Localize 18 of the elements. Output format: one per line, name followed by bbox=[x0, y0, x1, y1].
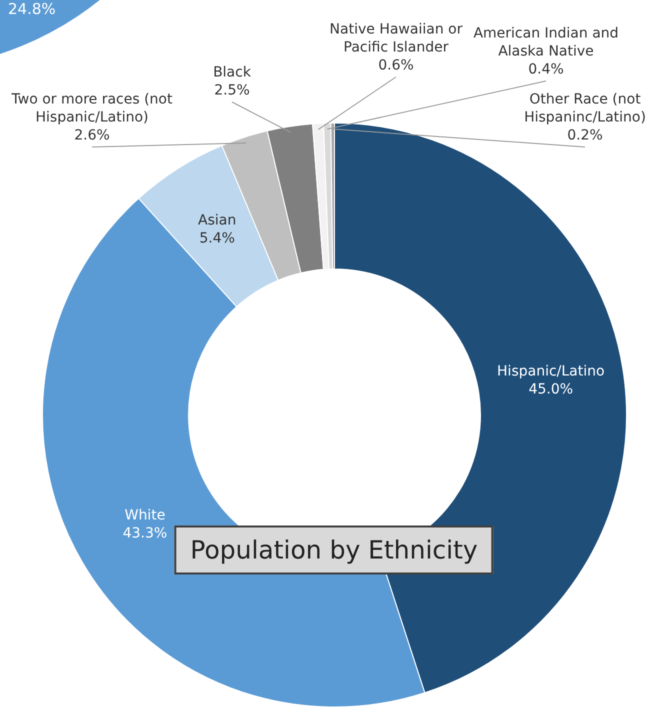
data-label: 43.3% bbox=[122, 525, 168, 542]
slice-label: American Indian and Alaska Native bbox=[473, 26, 619, 60]
data-label: 2.5% bbox=[214, 82, 250, 99]
slice-label: White bbox=[124, 507, 166, 524]
slice-label: Native Hawaiian or Pacific Islander bbox=[330, 22, 463, 56]
data-label: 0.2% bbox=[567, 128, 603, 144]
data-label: 2.6% bbox=[74, 128, 110, 144]
data-label: 0.6% bbox=[378, 58, 414, 74]
data-label: 0.4% bbox=[528, 62, 564, 78]
data-label: 45.0% bbox=[528, 381, 574, 398]
slice-label: Other Race (not Hispaninc/Latino) bbox=[524, 92, 646, 126]
slice-label: Black bbox=[213, 64, 252, 81]
data-label: 5.4% bbox=[199, 230, 235, 247]
text: Population by Ethnicity bbox=[174, 526, 494, 574]
slice-label: Two or more races (not Hispanic/Latino) bbox=[10, 92, 173, 126]
slice-label: Asian bbox=[198, 212, 236, 229]
slice-label: Hispanic/Latino bbox=[497, 363, 605, 380]
text: 24.8% bbox=[8, 0, 56, 18]
